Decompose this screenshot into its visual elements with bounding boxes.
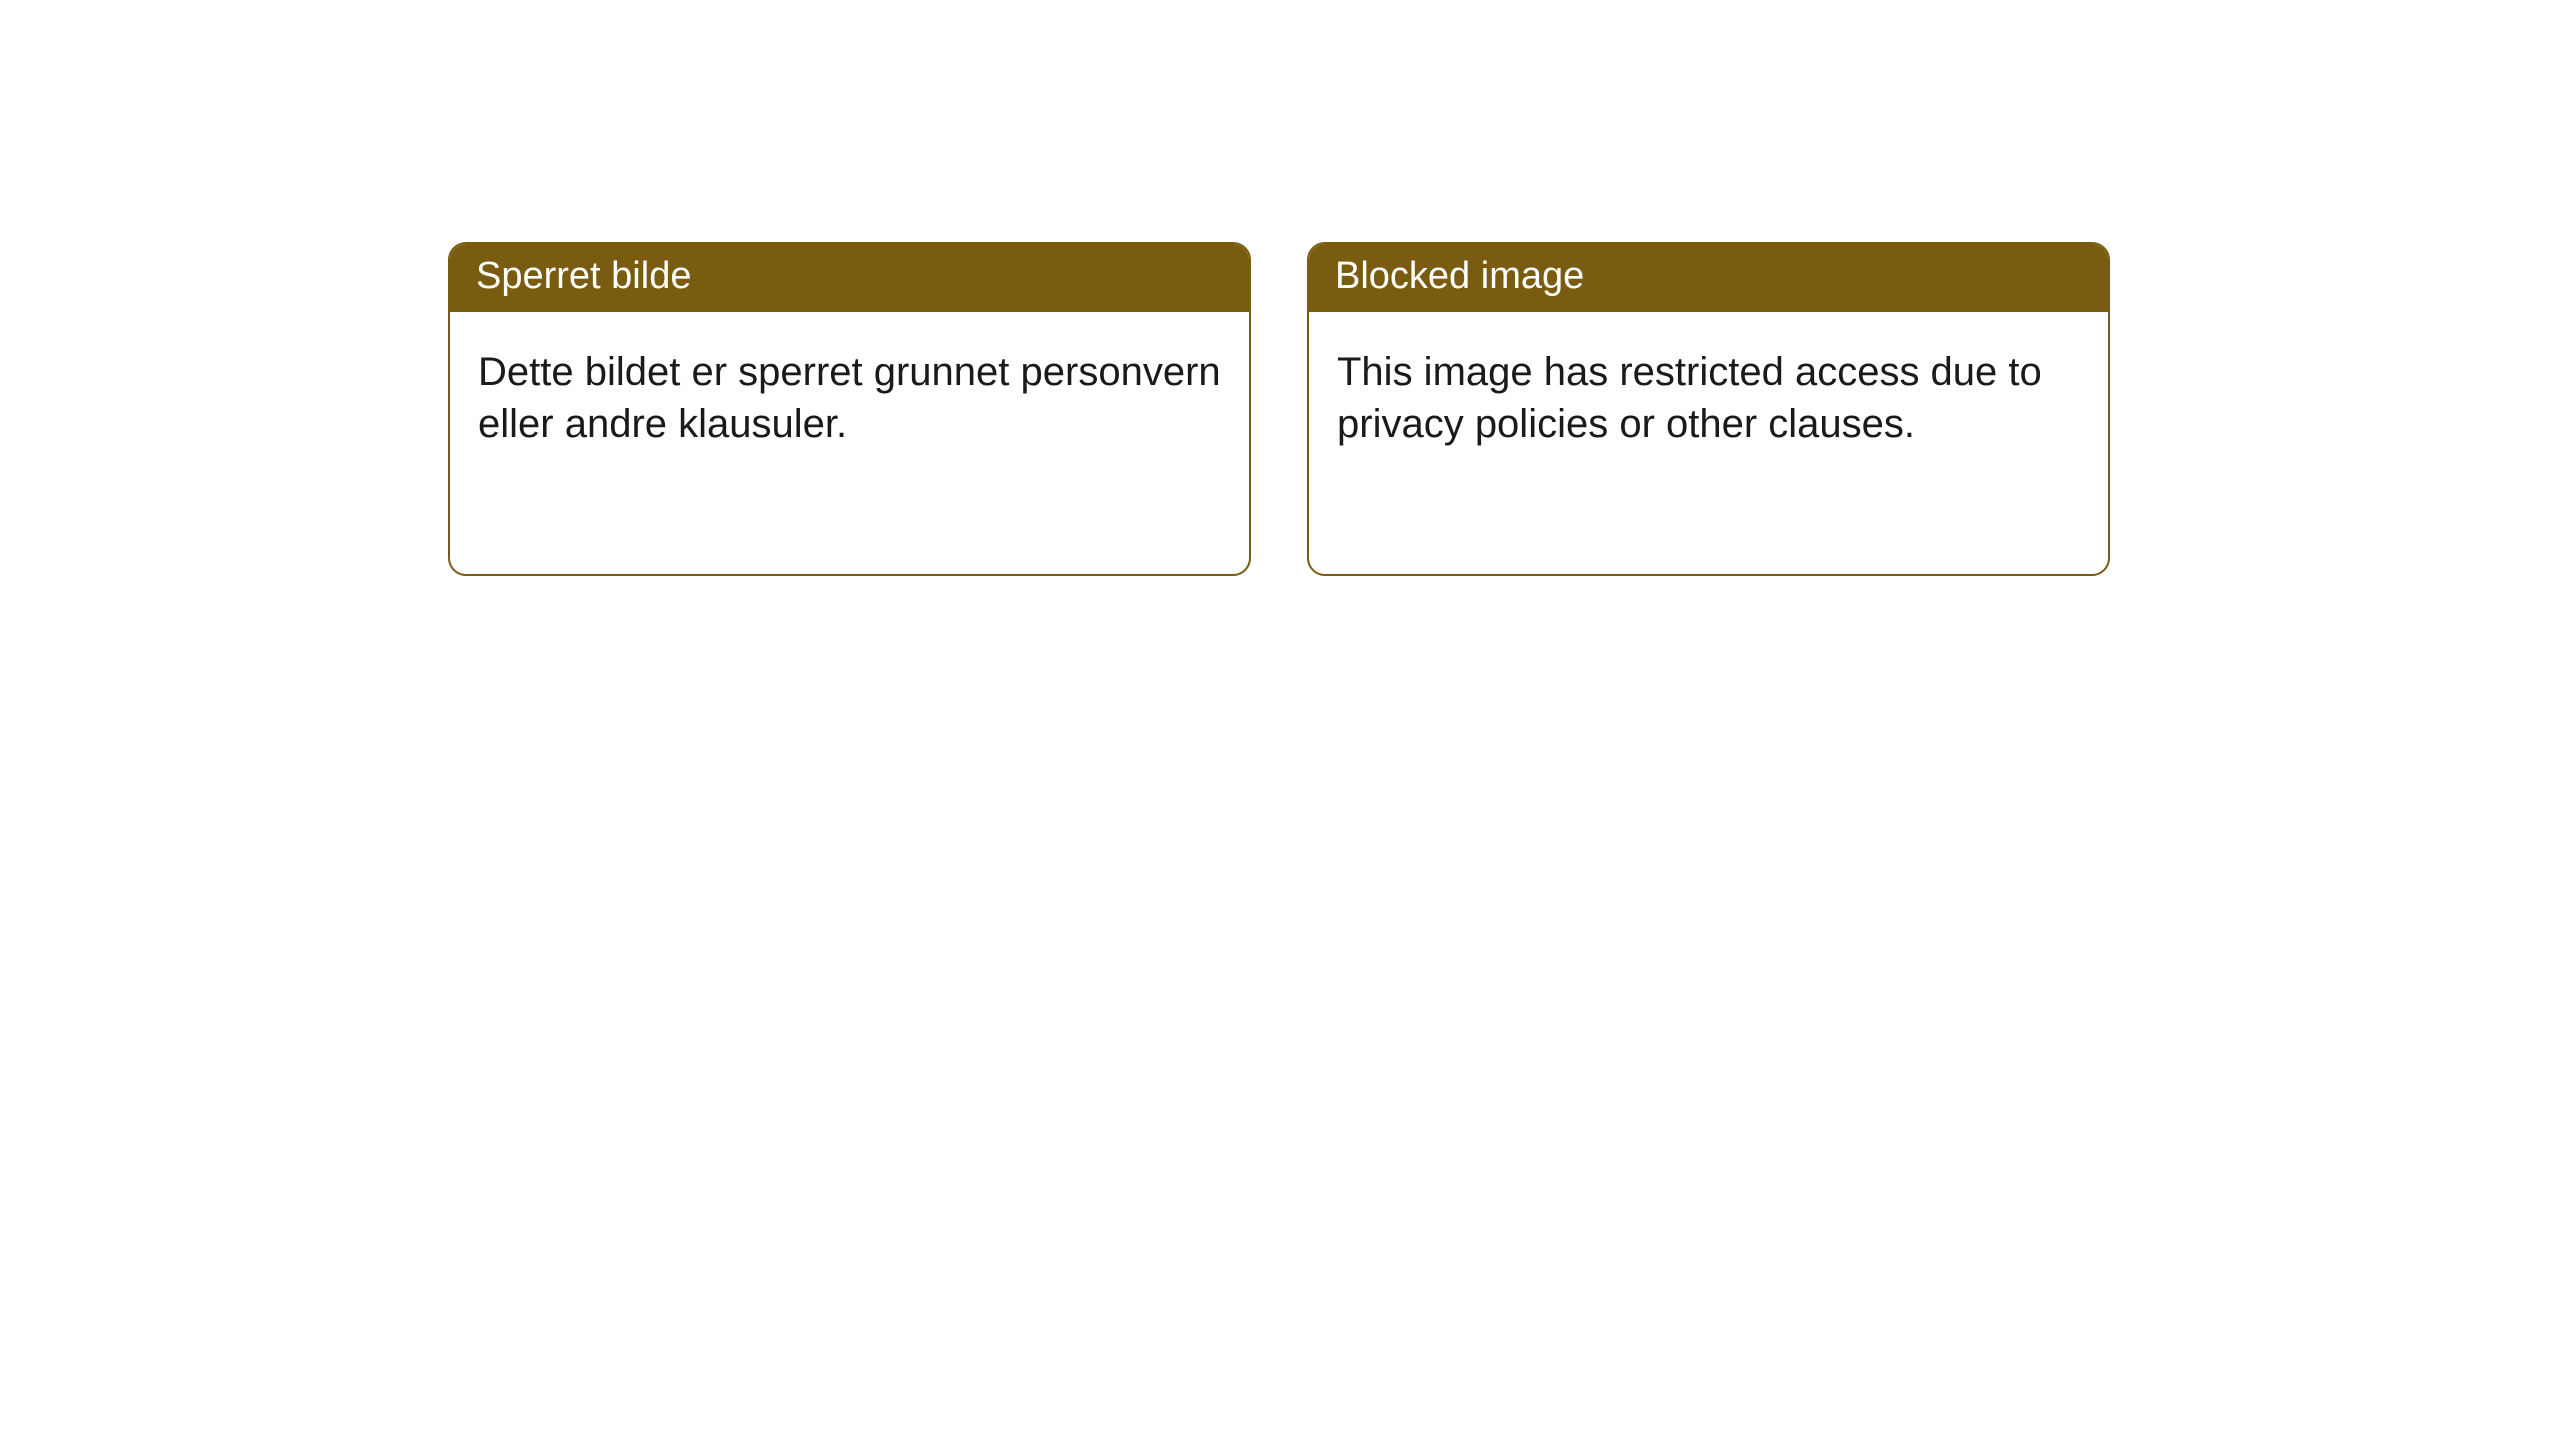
notice-card-english: Blocked image This image has restricted … bbox=[1307, 242, 2110, 576]
notice-body: Dette bildet er sperret grunnet personve… bbox=[450, 312, 1249, 486]
notice-container: Sperret bilde Dette bildet er sperret gr… bbox=[0, 0, 2560, 576]
notice-title: Blocked image bbox=[1309, 244, 2108, 312]
notice-title: Sperret bilde bbox=[450, 244, 1249, 312]
notice-body: This image has restricted access due to … bbox=[1309, 312, 2108, 486]
notice-card-norwegian: Sperret bilde Dette bildet er sperret gr… bbox=[448, 242, 1251, 576]
